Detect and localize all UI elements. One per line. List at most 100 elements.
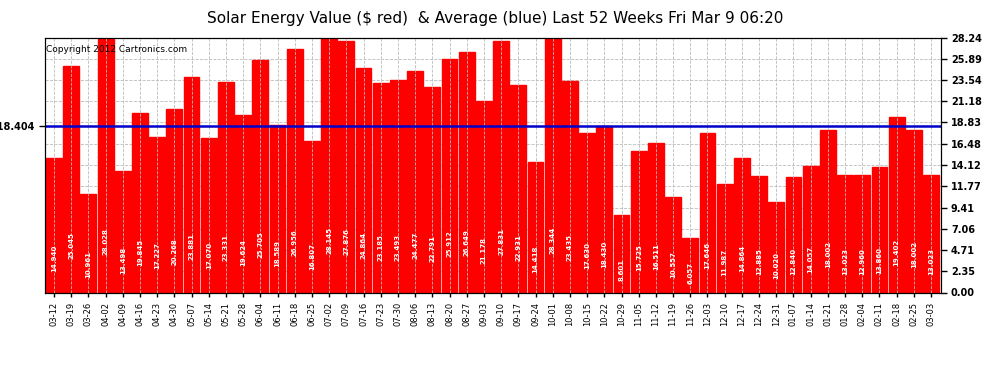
Bar — [287, 49, 303, 292]
Text: 11.987: 11.987 — [722, 249, 728, 276]
Text: 22.931: 22.931 — [516, 235, 522, 261]
Text: 19.845: 19.845 — [137, 238, 143, 266]
Text: 12.840: 12.840 — [790, 248, 797, 275]
Text: 14.057: 14.057 — [808, 246, 814, 273]
Text: 26.649: 26.649 — [463, 230, 469, 256]
Bar — [373, 83, 389, 292]
Text: 23.881: 23.881 — [188, 233, 195, 260]
Bar — [269, 124, 285, 292]
Text: 27.831: 27.831 — [498, 228, 504, 255]
Bar — [115, 171, 131, 292]
Bar — [149, 137, 165, 292]
Bar — [407, 72, 423, 292]
Bar — [871, 167, 887, 292]
Bar — [511, 86, 527, 292]
Text: 8.601: 8.601 — [619, 259, 625, 281]
Bar — [201, 138, 217, 292]
Text: 16.807: 16.807 — [309, 243, 315, 270]
Bar — [355, 68, 371, 292]
Bar — [493, 41, 509, 292]
Bar — [648, 143, 664, 292]
Text: 23.435: 23.435 — [567, 234, 573, 261]
Text: 22.791: 22.791 — [430, 235, 436, 262]
Text: 17.070: 17.070 — [206, 242, 212, 269]
Text: 28.028: 28.028 — [103, 228, 109, 255]
Bar — [252, 60, 268, 292]
Text: 10.557: 10.557 — [670, 251, 676, 278]
Text: 10.020: 10.020 — [773, 252, 779, 279]
Text: 25.045: 25.045 — [68, 232, 74, 259]
Text: 19.402: 19.402 — [894, 239, 900, 266]
Bar — [63, 66, 79, 292]
Bar — [682, 238, 698, 292]
Text: 23.493: 23.493 — [395, 234, 401, 261]
Text: 20.268: 20.268 — [171, 238, 177, 265]
Bar — [166, 110, 182, 292]
Bar — [923, 175, 939, 292]
Bar — [98, 39, 114, 292]
Text: 16.511: 16.511 — [652, 243, 659, 270]
Bar — [321, 38, 337, 292]
Bar — [579, 133, 595, 292]
Text: 14.864: 14.864 — [739, 245, 744, 272]
Text: 12.960: 12.960 — [859, 248, 865, 275]
Text: 14.418: 14.418 — [533, 246, 539, 273]
Bar — [785, 177, 801, 292]
Bar — [562, 81, 578, 292]
Text: Solar Energy Value ($ red)  & Average (blue) Last 52 Weeks Fri Mar 9 06:20: Solar Energy Value ($ red) & Average (bl… — [207, 11, 783, 26]
Bar — [218, 82, 234, 292]
Text: 17.646: 17.646 — [705, 242, 711, 268]
Bar — [803, 166, 819, 292]
Text: 27.876: 27.876 — [344, 228, 349, 255]
Text: 13.498: 13.498 — [120, 247, 126, 274]
Bar — [889, 117, 905, 292]
Text: 18.002: 18.002 — [825, 241, 831, 268]
Bar — [596, 126, 612, 292]
Bar — [425, 87, 441, 292]
Text: 18.002: 18.002 — [911, 241, 917, 268]
Bar — [906, 130, 922, 292]
Bar — [734, 158, 749, 292]
Text: 25.705: 25.705 — [257, 231, 263, 258]
Bar — [442, 58, 457, 292]
Bar — [132, 113, 148, 292]
Text: 13.023: 13.023 — [842, 248, 848, 275]
Text: 23.331: 23.331 — [223, 234, 229, 261]
Text: 26.956: 26.956 — [292, 230, 298, 256]
Bar — [528, 162, 544, 292]
Bar — [458, 52, 474, 292]
Text: 12.885: 12.885 — [756, 248, 762, 275]
Bar — [854, 176, 870, 292]
Text: 17.227: 17.227 — [154, 242, 160, 269]
Text: 28.145: 28.145 — [326, 227, 333, 254]
Text: 24.864: 24.864 — [360, 232, 366, 259]
Bar — [476, 101, 492, 292]
Bar — [544, 36, 560, 292]
Text: 13.860: 13.860 — [876, 247, 882, 274]
Text: 17.630: 17.630 — [584, 242, 590, 268]
Bar — [184, 77, 200, 292]
Bar — [838, 175, 853, 292]
Text: Copyright 2012 Cartronics.com: Copyright 2012 Cartronics.com — [47, 45, 187, 54]
Text: 18.430: 18.430 — [601, 240, 607, 267]
Text: 10.961: 10.961 — [85, 251, 91, 278]
Text: 28.344: 28.344 — [549, 227, 555, 254]
Bar — [80, 194, 96, 292]
Text: 21.178: 21.178 — [481, 237, 487, 264]
Bar — [236, 115, 251, 292]
Text: 19.624: 19.624 — [241, 239, 247, 266]
Bar — [47, 158, 62, 292]
Bar — [339, 41, 354, 292]
Bar — [700, 133, 716, 292]
Bar — [717, 184, 733, 292]
Text: 14.940: 14.940 — [51, 245, 57, 272]
Text: 23.185: 23.185 — [378, 234, 384, 261]
Text: 13.023: 13.023 — [928, 248, 934, 275]
Text: 25.912: 25.912 — [446, 231, 452, 257]
Bar — [304, 141, 320, 292]
Text: 24.477: 24.477 — [412, 232, 418, 260]
Text: 15.725: 15.725 — [636, 244, 642, 271]
Bar — [820, 130, 836, 292]
Text: 6.057: 6.057 — [687, 262, 693, 284]
Bar — [665, 197, 681, 292]
